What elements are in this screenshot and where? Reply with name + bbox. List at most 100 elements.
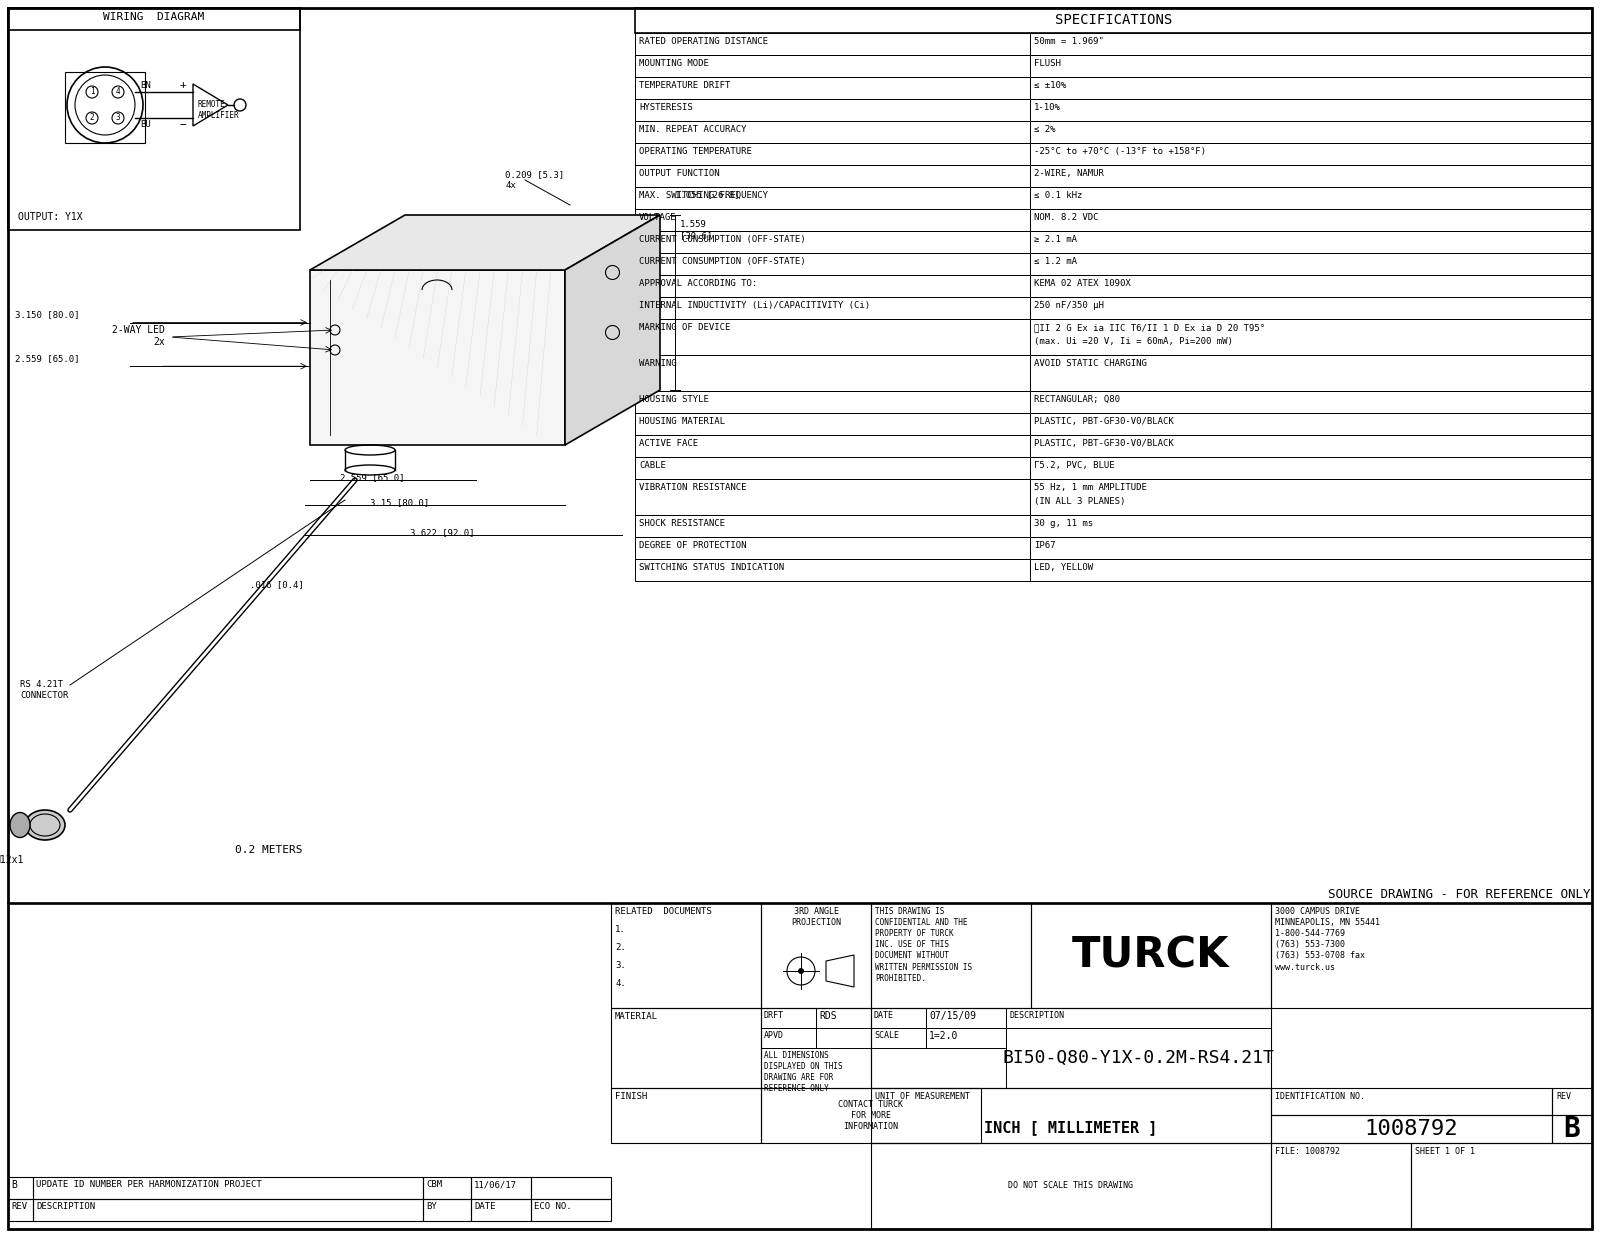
Text: RS 4.21T
CONNECTOR: RS 4.21T CONNECTOR [19, 680, 69, 700]
Text: ≤ 1.2 mA: ≤ 1.2 mA [1034, 257, 1077, 266]
Text: DESCRIPTION: DESCRIPTION [35, 1202, 94, 1211]
Text: SWITCHING STATUS INDICATION: SWITCHING STATUS INDICATION [638, 563, 784, 571]
Text: 3.150 [80.0]: 3.150 [80.0] [14, 310, 80, 319]
Bar [470, 1199, 531, 1221]
Text: 1: 1 [90, 88, 94, 96]
Text: 1.055 [26.8]: 1.055 [26.8] [675, 190, 739, 199]
Text: ACTIVE FACE: ACTIVE FACE [638, 439, 698, 448]
Text: BN: BN [141, 80, 150, 90]
Text: VIBRATION RESISTANCE: VIBRATION RESISTANCE [638, 482, 747, 492]
Text: SCALE: SCALE [874, 1030, 899, 1040]
Circle shape [798, 969, 805, 974]
Text: TEMPERATURE DRIFT: TEMPERATURE DRIFT [638, 80, 730, 90]
Bar [34, 1199, 422, 1221]
Text: UNIT OF MEASUREMENT: UNIT OF MEASUREMENT [875, 1092, 970, 1101]
Bar [611, 903, 762, 1008]
Bar [635, 515, 1592, 537]
Text: ≤ 0.1 kHz: ≤ 0.1 kHz [1034, 190, 1082, 200]
Text: CONTACT TURCK
FOR MORE
INFORMATION: CONTACT TURCK FOR MORE INFORMATION [838, 1100, 904, 1131]
Text: ALL DIMENSIONS
DISPLAYED ON THIS
DRAWING ARE FOR
REFERENCE ONLY: ALL DIMENSIONS DISPLAYED ON THIS DRAWING… [765, 1051, 843, 1094]
Text: KEMA 02 ATEX 1090X: KEMA 02 ATEX 1090X [1034, 280, 1131, 288]
Text: DRFT: DRFT [765, 1011, 784, 1021]
Bar [8, 7, 301, 230]
Bar [635, 297, 1592, 319]
Text: IDENTIFICATION NO.: IDENTIFICATION NO. [1275, 1092, 1365, 1101]
Text: 2.559 [65.0]: 2.559 [65.0] [14, 354, 80, 364]
Bar [611, 1089, 762, 1143]
Text: B: B [1563, 1115, 1581, 1143]
Text: CURRENT CONSUMPTION (OFF-STATE): CURRENT CONSUMPTION (OFF-STATE) [638, 235, 806, 244]
Text: VOLTAGE: VOLTAGE [638, 213, 677, 221]
Text: ⓔII 2 G Ex ia IIC T6/II 1 D Ex ia D 20 T95°: ⓔII 2 G Ex ia IIC T6/II 1 D Ex ia D 20 T… [1034, 323, 1266, 332]
Text: 3: 3 [115, 114, 120, 122]
Text: SPECIFICATIONS: SPECIFICATIONS [1054, 14, 1173, 27]
Text: DATE: DATE [474, 1202, 496, 1211]
Text: SHEET 1 OF 1: SHEET 1 OF 1 [1414, 1147, 1475, 1157]
Bar [1552, 1089, 1592, 1115]
Bar [762, 1028, 816, 1048]
Text: Γ5.2, PVC, BLUE: Γ5.2, PVC, BLUE [1034, 461, 1115, 470]
Text: REV: REV [11, 1202, 27, 1211]
Bar [762, 1048, 870, 1089]
Text: 4: 4 [115, 88, 120, 96]
Text: 3.15 [80.0]: 3.15 [80.0] [370, 499, 429, 507]
Bar [762, 1008, 870, 1089]
Bar [870, 1089, 1270, 1143]
Text: ≤ ±10%: ≤ ±10% [1034, 80, 1066, 90]
Text: HYSTERESIS: HYSTERESIS [638, 103, 693, 113]
Text: −: − [179, 120, 187, 130]
Text: HOUSING MATERIAL: HOUSING MATERIAL [638, 417, 725, 426]
Bar [926, 1008, 1006, 1028]
Text: BU: BU [141, 120, 150, 129]
Bar [870, 1028, 926, 1048]
Text: 3.: 3. [614, 961, 626, 970]
Bar [422, 1199, 470, 1221]
Text: SHOCK RESISTANCE: SHOCK RESISTANCE [638, 520, 725, 528]
Text: CURRENT CONSUMPTION (OFF-STATE): CURRENT CONSUMPTION (OFF-STATE) [638, 257, 806, 266]
Text: 2.559 [65.0]: 2.559 [65.0] [339, 473, 405, 482]
Text: 2-WAY LED
2x: 2-WAY LED 2x [112, 325, 165, 348]
Bar [1006, 1028, 1270, 1089]
Text: 30 g, 11 ms: 30 g, 11 ms [1034, 520, 1093, 528]
Text: TURCK: TURCK [1072, 934, 1230, 976]
Text: APPROVAL ACCORDING TO:: APPROVAL ACCORDING TO: [638, 280, 757, 288]
Text: REV: REV [1555, 1092, 1571, 1101]
Bar [1411, 1143, 1592, 1230]
Bar [635, 254, 1592, 275]
Text: MARKING OF DEVICE: MARKING OF DEVICE [638, 323, 730, 332]
Text: IP67: IP67 [1034, 541, 1056, 550]
Bar [635, 275, 1592, 297]
Text: CABLE: CABLE [638, 461, 666, 470]
Text: PLASTIC, PBT-GF30-V0/BLACK: PLASTIC, PBT-GF30-V0/BLACK [1034, 439, 1174, 448]
Bar [635, 319, 1592, 355]
Polygon shape [310, 215, 661, 270]
Bar [635, 391, 1592, 413]
Bar [1552, 1115, 1592, 1143]
Text: OUTPUT FUNCTION: OUTPUT FUNCTION [638, 169, 720, 178]
Text: INTERNAL INDUCTIVITY (Li)/CAPACITIVITY (Ci): INTERNAL INDUCTIVITY (Li)/CAPACITIVITY (… [638, 301, 870, 310]
Text: 2.: 2. [614, 943, 626, 952]
Polygon shape [565, 215, 661, 445]
Text: 2-WIRE, NAMUR: 2-WIRE, NAMUR [1034, 169, 1104, 178]
Text: MATERIAL: MATERIAL [614, 1012, 658, 1021]
Bar [531, 1199, 611, 1221]
Text: 3RD ANGLE
PROJECTION: 3RD ANGLE PROJECTION [790, 907, 842, 927]
Text: OPERATING TEMPERATURE: OPERATING TEMPERATURE [638, 147, 752, 156]
Bar [635, 187, 1592, 209]
Text: 4.: 4. [614, 978, 626, 988]
Text: WARNING: WARNING [638, 359, 677, 367]
Text: .016 [0.4]: .016 [0.4] [250, 580, 304, 589]
Bar [1270, 903, 1592, 1008]
Text: (max. Ui =20 V, Ii = 60mA, Pi=200 mW): (max. Ui =20 V, Ii = 60mA, Pi=200 mW) [1034, 336, 1234, 346]
Bar [66, 72, 146, 143]
Text: DO NOT SCALE THIS DRAWING: DO NOT SCALE THIS DRAWING [1008, 1181, 1133, 1190]
Bar [1030, 903, 1270, 1008]
Text: 3000 CAMPUS DRIVE
MINNEAPOLIS, MN 55441
1-800-544-7769
(763) 553-7300
(763) 553-: 3000 CAMPUS DRIVE MINNEAPOLIS, MN 55441 … [1275, 907, 1379, 971]
Text: FINISH: FINISH [614, 1092, 648, 1101]
Bar [635, 209, 1592, 231]
Ellipse shape [26, 810, 66, 840]
Bar [762, 1008, 816, 1028]
Ellipse shape [10, 813, 30, 837]
Bar [635, 435, 1592, 456]
Text: WIRING  DIAGRAM: WIRING DIAGRAM [104, 12, 205, 22]
